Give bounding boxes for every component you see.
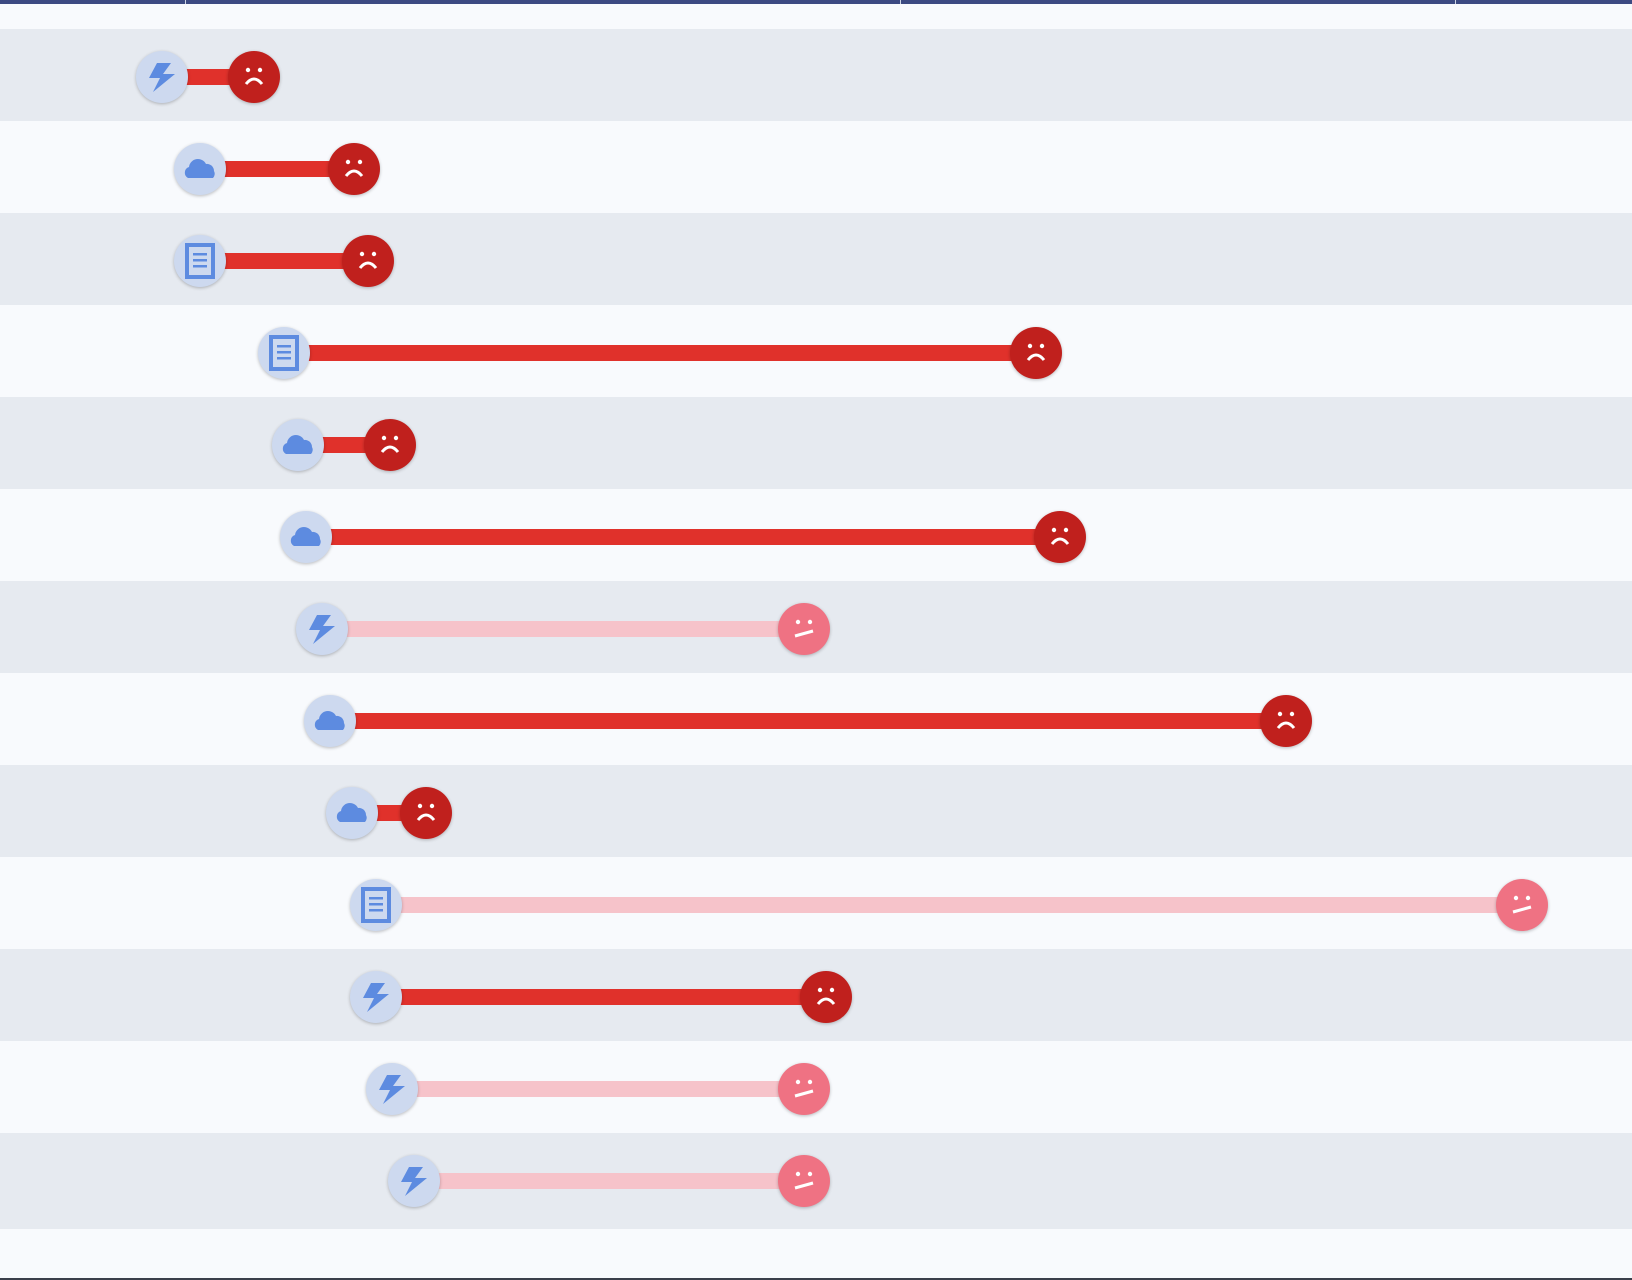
duration-bar bbox=[322, 621, 804, 637]
duration-bar bbox=[200, 253, 368, 269]
timeline-row[interactable] bbox=[0, 29, 1632, 125]
lightning-icon[interactable] bbox=[296, 603, 348, 655]
timeline-bottom-border bbox=[0, 1278, 1632, 1280]
frustrated-face-icon[interactable] bbox=[400, 787, 452, 839]
lightning-icon[interactable] bbox=[366, 1063, 418, 1115]
duration-bar bbox=[392, 1081, 804, 1097]
duration-bar bbox=[376, 989, 826, 1005]
lightning-icon[interactable] bbox=[388, 1155, 440, 1207]
cloud-icon[interactable] bbox=[280, 511, 332, 563]
timeline-row[interactable] bbox=[0, 121, 1632, 217]
cloud-icon[interactable] bbox=[272, 419, 324, 471]
duration-bar bbox=[200, 161, 354, 177]
document-icon[interactable] bbox=[350, 879, 402, 931]
timeline-row[interactable] bbox=[0, 581, 1632, 677]
duration-bar bbox=[306, 529, 1060, 545]
timeline-row[interactable] bbox=[0, 1133, 1632, 1229]
frustrated-face-icon[interactable] bbox=[328, 143, 380, 195]
axis-tick bbox=[185, 0, 186, 4]
neutral-face-icon[interactable] bbox=[778, 603, 830, 655]
document-icon[interactable] bbox=[174, 235, 226, 287]
timeline-row[interactable] bbox=[0, 673, 1632, 769]
lightning-icon[interactable] bbox=[136, 51, 188, 103]
timeline-row[interactable] bbox=[0, 489, 1632, 585]
timeline-row[interactable] bbox=[0, 857, 1632, 953]
neutral-face-icon[interactable] bbox=[778, 1155, 830, 1207]
duration-bar bbox=[414, 1173, 804, 1189]
frustrated-face-icon[interactable] bbox=[364, 419, 416, 471]
timeline-row[interactable] bbox=[0, 1041, 1632, 1137]
frustrated-face-icon[interactable] bbox=[342, 235, 394, 287]
timeline-top-border bbox=[0, 0, 1632, 4]
lightning-icon[interactable] bbox=[350, 971, 402, 1023]
timeline-row[interactable] bbox=[0, 765, 1632, 861]
frustrated-face-icon[interactable] bbox=[228, 51, 280, 103]
frustrated-face-icon[interactable] bbox=[1010, 327, 1062, 379]
cloud-icon[interactable] bbox=[326, 787, 378, 839]
neutral-face-icon[interactable] bbox=[778, 1063, 830, 1115]
frustrated-face-icon[interactable] bbox=[1034, 511, 1086, 563]
timeline-row[interactable] bbox=[0, 305, 1632, 401]
timeline-row[interactable] bbox=[0, 213, 1632, 309]
duration-bar bbox=[376, 897, 1522, 913]
frustrated-face-icon[interactable] bbox=[800, 971, 852, 1023]
document-icon[interactable] bbox=[258, 327, 310, 379]
cloud-icon[interactable] bbox=[174, 143, 226, 195]
cloud-icon[interactable] bbox=[304, 695, 356, 747]
frustrated-face-icon[interactable] bbox=[1260, 695, 1312, 747]
neutral-face-icon[interactable] bbox=[1496, 879, 1548, 931]
axis-tick bbox=[900, 0, 901, 4]
timeline-row[interactable] bbox=[0, 949, 1632, 1045]
duration-bar bbox=[330, 713, 1286, 729]
axis-tick bbox=[1455, 0, 1456, 4]
timeline-row[interactable] bbox=[0, 397, 1632, 493]
duration-bar bbox=[284, 345, 1036, 361]
